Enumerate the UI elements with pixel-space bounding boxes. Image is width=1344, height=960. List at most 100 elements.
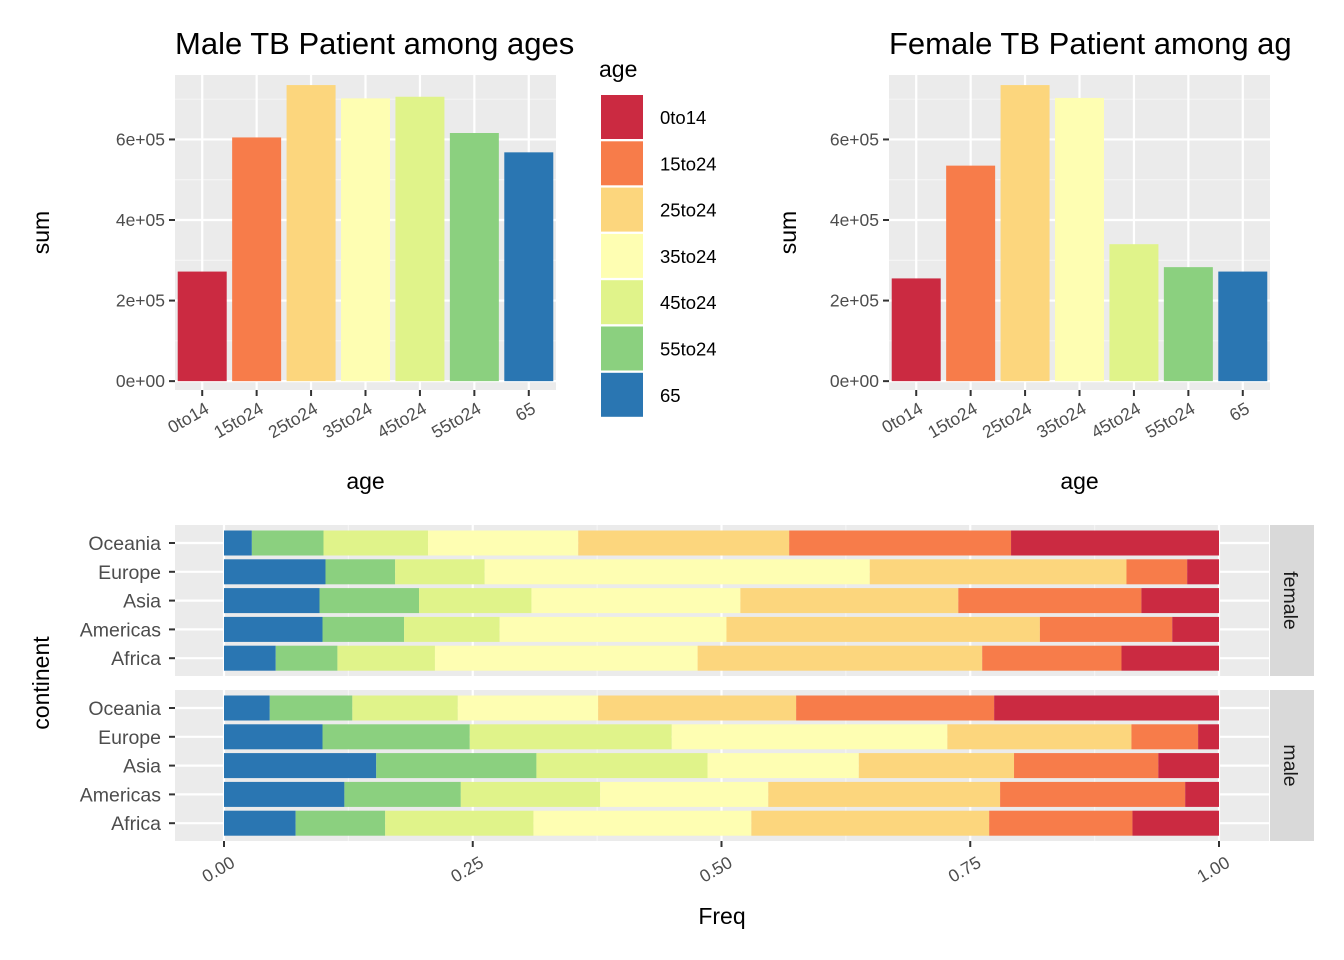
legend-swatch-25to24 <box>601 187 643 232</box>
segment-oceania-15to24 <box>796 695 995 721</box>
x-tick-label: 35to24 <box>1033 398 1090 442</box>
y-tick-label: 6e+05 <box>830 129 879 149</box>
segment-africa-45to24 <box>385 810 534 836</box>
segment-europe-55to24 <box>322 724 470 750</box>
segment-europe-35to24 <box>484 559 870 585</box>
segment-africa-15to24 <box>982 645 1122 671</box>
segment-africa-25to24 <box>697 645 983 671</box>
segment-americas-45to24 <box>404 616 500 642</box>
y-axis-label: continent <box>28 636 54 730</box>
segment-oceania-65 <box>224 695 270 721</box>
segment-americas-65 <box>224 781 345 807</box>
segment-asia-35to24 <box>707 753 859 779</box>
segment-americas-15to24 <box>1039 616 1173 642</box>
x-tick-label: 65 <box>1226 398 1253 425</box>
segment-oceania-0to14 <box>994 695 1219 721</box>
facet-strip-label: male <box>1279 744 1301 786</box>
age-legend: age 0to14 15to24 25to24 35to24 45to24 55to24 65 <box>599 56 717 417</box>
legend-swatch-0to14 <box>601 95 643 139</box>
x-tick-label: 1.00 <box>1194 852 1234 886</box>
chart-title: Female TB Patient among ag <box>889 26 1292 61</box>
segment-oceania-65 <box>224 530 252 556</box>
x-axis-label: Freq <box>698 903 745 929</box>
segment-europe-0to14 <box>1187 559 1219 585</box>
y-tick-label: 0e+00 <box>830 371 879 391</box>
segment-oceania-45to24 <box>352 695 458 721</box>
bar-15to24 <box>232 137 282 382</box>
facet-strip <box>1270 525 1314 676</box>
segment-oceania-55to24 <box>269 695 353 721</box>
segment-asia-0to14 <box>1158 753 1219 779</box>
segment-europe-45to24 <box>469 724 672 750</box>
segment-asia-55to24 <box>319 588 420 614</box>
facet-strip-label: female <box>1279 571 1301 630</box>
x-tick-label: 0.75 <box>945 852 984 886</box>
y-tick-label: Europe <box>98 562 161 584</box>
y-tick-label: Asia <box>123 591 161 613</box>
segment-africa-0to14 <box>1132 810 1219 836</box>
segment-oceania-35to24 <box>457 695 599 721</box>
x-tick-label: 0to14 <box>878 398 926 437</box>
y-tick-label: 0e+00 <box>116 371 165 391</box>
y-tick-label: Americas <box>80 784 162 806</box>
bar-25to24 <box>1000 85 1050 382</box>
y-axis-label: sum <box>28 211 54 254</box>
segment-africa-25to24 <box>751 810 990 836</box>
x-axis-label: age <box>1060 468 1098 494</box>
segment-africa-0to14 <box>1121 645 1219 671</box>
segment-europe-45to24 <box>395 559 485 585</box>
bar-65 <box>504 152 554 382</box>
segment-africa-65 <box>224 645 276 671</box>
legend-label: 15to24 <box>660 153 717 174</box>
legend-label: 35to24 <box>660 246 717 267</box>
y-tick-label: 6e+05 <box>116 129 165 149</box>
x-tick-label: 15to24 <box>924 398 981 442</box>
segment-oceania-45to24 <box>323 530 428 556</box>
segment-asia-45to24 <box>536 753 708 779</box>
bar-55to24 <box>449 133 499 382</box>
segment-europe-65 <box>224 559 326 585</box>
segment-americas-0to14 <box>1185 781 1219 807</box>
y-tick-label: 4e+05 <box>830 210 879 230</box>
y-tick-label: Asia <box>123 756 161 778</box>
y-tick-label: Oceania <box>88 698 161 720</box>
legend-label: 25to24 <box>660 200 717 221</box>
legend-swatch-35to24 <box>601 233 643 278</box>
y-axis-label: sum <box>775 211 801 254</box>
x-tick-label: 65 <box>512 398 539 425</box>
segment-africa-55to24 <box>295 810 386 836</box>
continent-stacked-chart: Oceania Europe Asia Americas Africa female Oce… <box>28 525 1314 929</box>
legend-title: age <box>599 56 637 82</box>
segment-asia-55to24 <box>376 753 537 779</box>
segment-americas-55to24 <box>322 616 405 642</box>
segment-europe-35to24 <box>671 724 948 750</box>
y-tick-label: Africa <box>111 813 161 835</box>
segment-africa-35to24 <box>434 645 698 671</box>
x-tick-label: 25to24 <box>979 398 1036 442</box>
legend-swatch-15to24 <box>601 141 643 186</box>
y-tick-label: Americas <box>80 619 162 641</box>
bar-25to24 <box>286 85 336 382</box>
segment-oceania-55to24 <box>251 530 324 556</box>
segment-asia-65 <box>224 588 320 614</box>
y-tick-label: 2e+05 <box>116 291 165 311</box>
bar-65 <box>1218 271 1268 382</box>
segment-americas-35to24 <box>499 616 727 642</box>
x-tick-label: 35to24 <box>319 398 376 442</box>
segment-africa-45to24 <box>337 645 435 671</box>
y-tick-label: 4e+05 <box>116 210 165 230</box>
segment-americas-45to24 <box>460 781 601 807</box>
y-tick-label: Oceania <box>88 533 161 555</box>
segment-americas-25to24 <box>768 781 1001 807</box>
segment-europe-25to24 <box>869 559 1127 585</box>
x-tick-label: 55to24 <box>428 398 485 442</box>
segment-oceania-0to14 <box>1011 530 1219 556</box>
legend-label: 45to24 <box>660 292 717 313</box>
segment-americas-65 <box>224 616 323 642</box>
bar-35to24 <box>1055 97 1104 382</box>
bar-45to24 <box>395 96 445 382</box>
y-tick-label: Africa <box>111 648 161 670</box>
segment-europe-65 <box>224 724 323 750</box>
segment-americas-35to24 <box>600 781 769 807</box>
